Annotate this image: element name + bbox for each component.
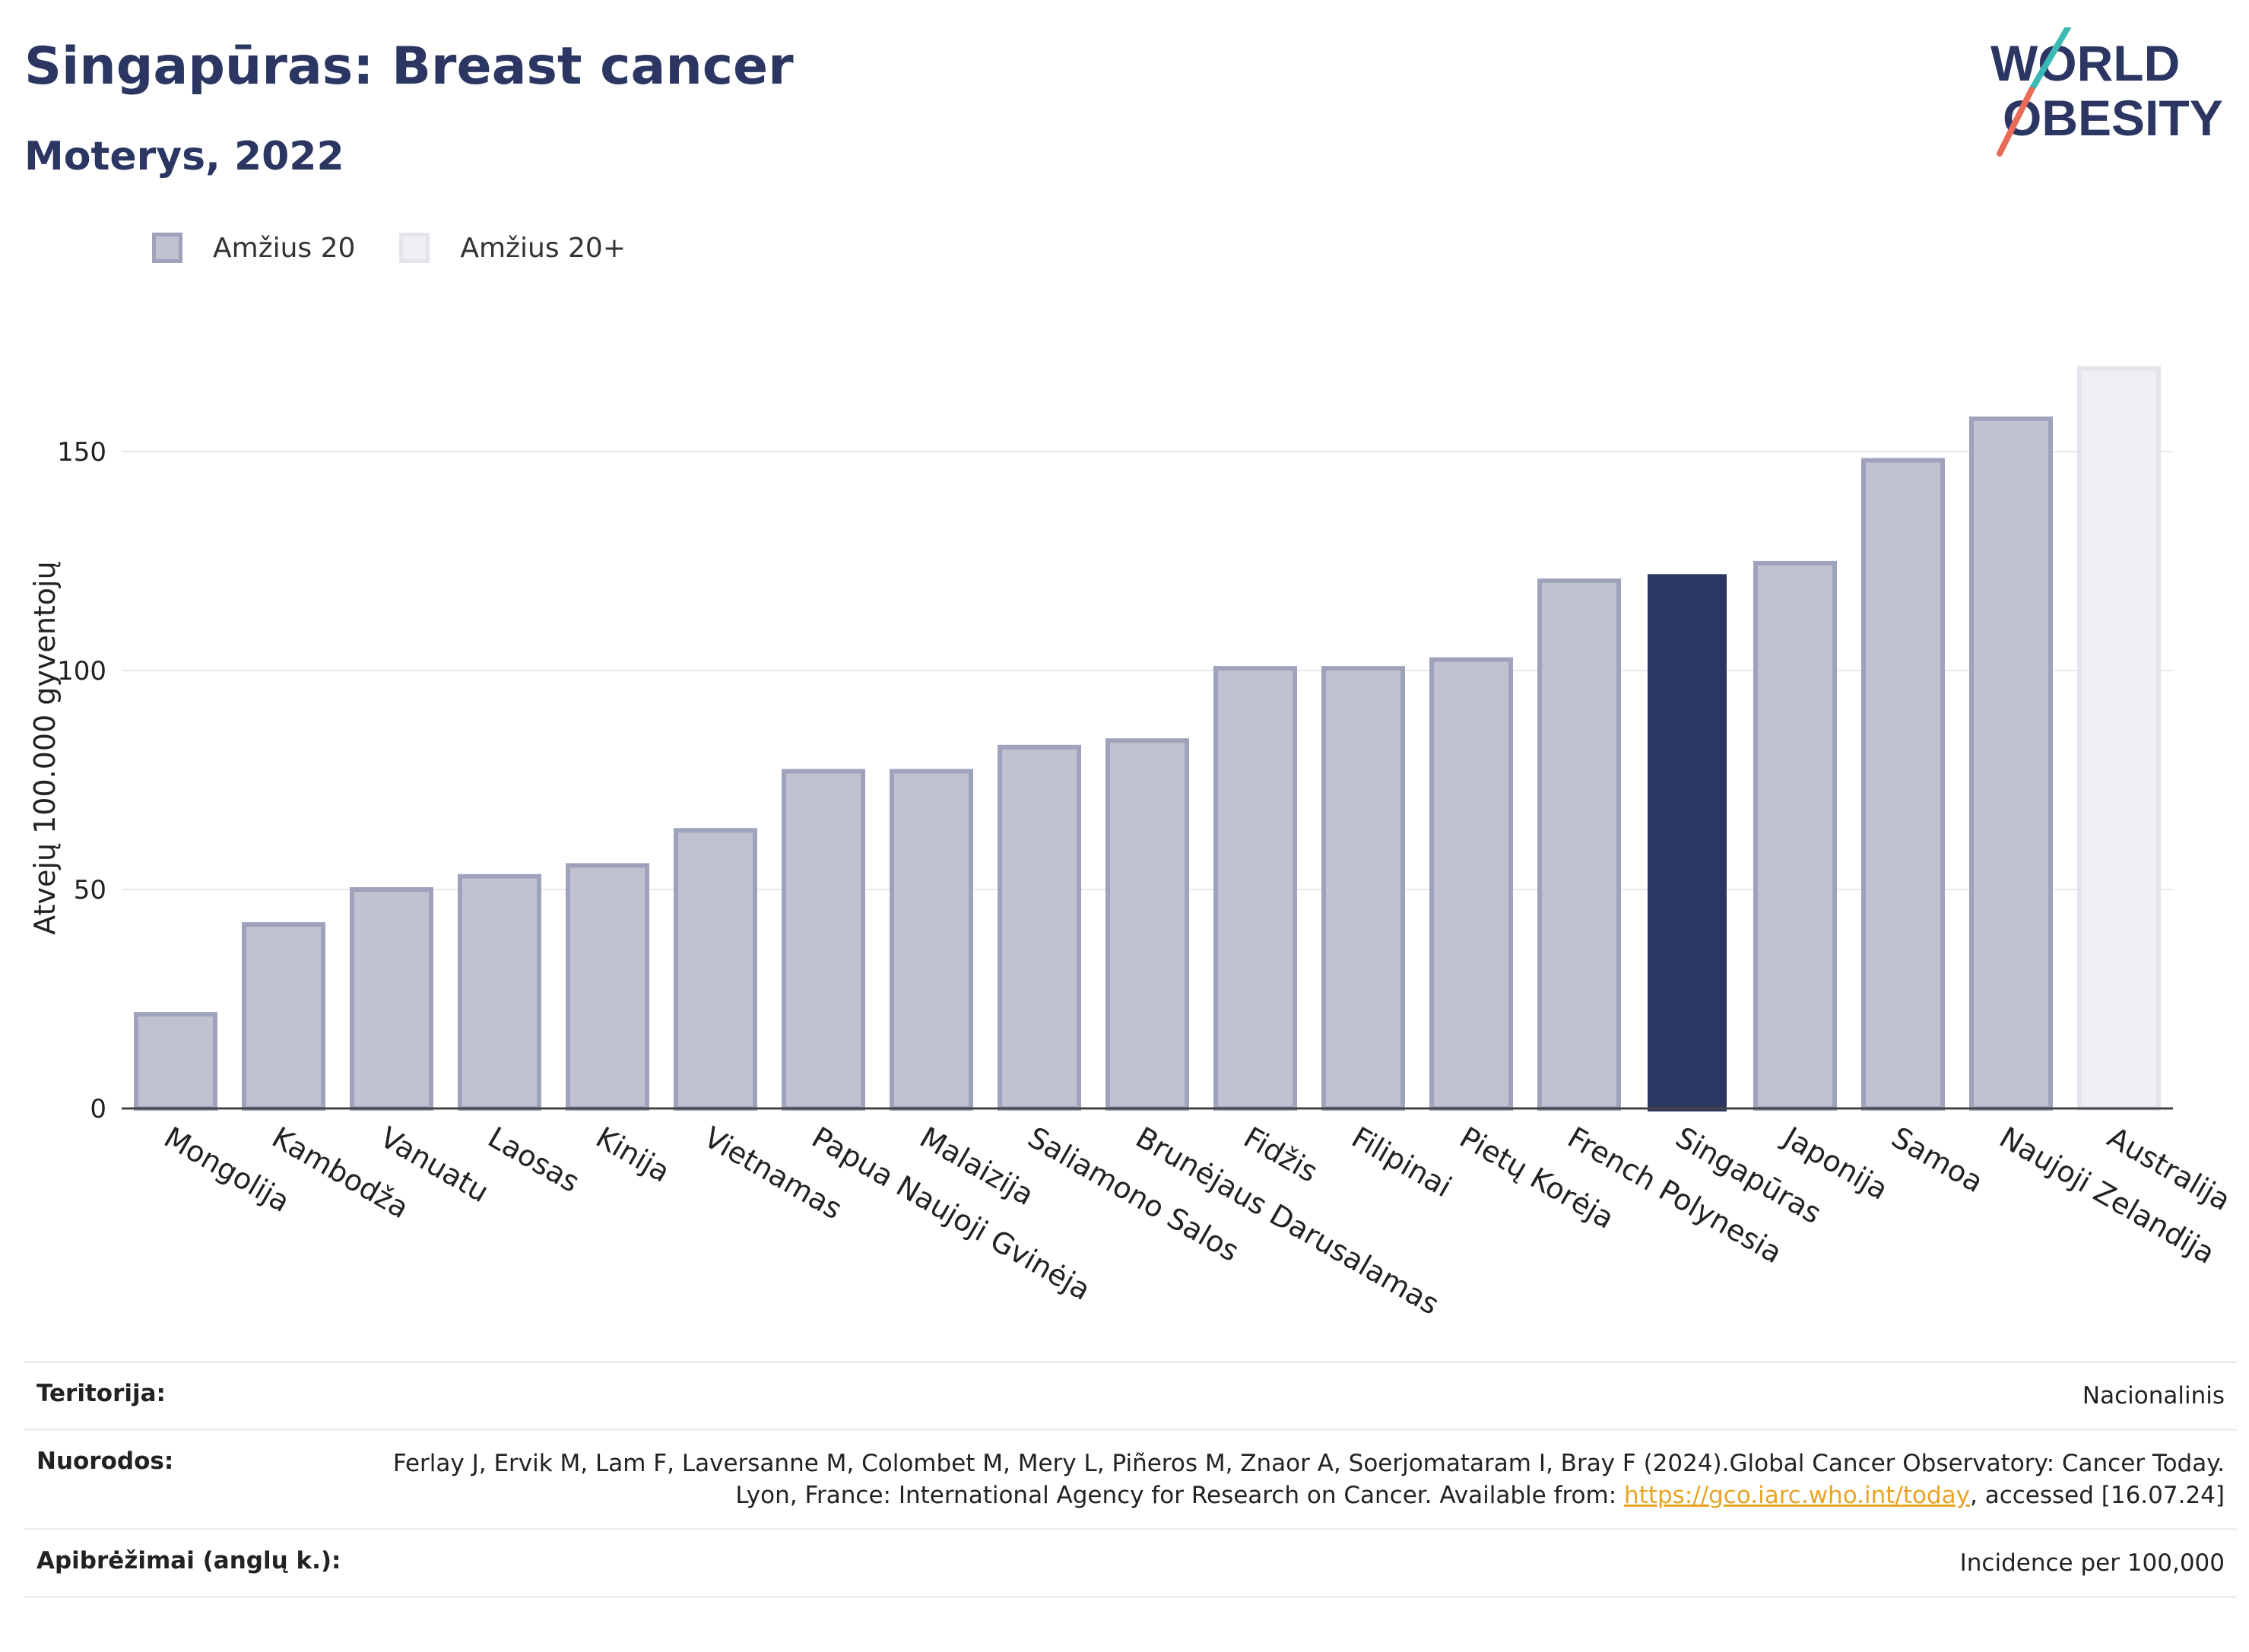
bar-laosas [458,874,541,1111]
bar-kinija [566,863,649,1111]
footer-row-territory: Teritorija: Nacionalinis [24,1361,2237,1428]
bar-vietnamas [674,828,757,1111]
y-tick-label: 50 [74,875,106,905]
bar-french-polynesia [1537,578,1621,1111]
bar-kambodža [242,922,325,1111]
x-tick-label: Kinija [591,1121,676,1189]
references-label: Nuorodos: [36,1447,174,1475]
bar-papua-naujoji-gvinėja [782,769,865,1111]
logo-line1: WORLD [1990,35,2180,91]
logo-line2: OBESITY [2003,90,2223,146]
definitions-label: Apibrėžimai (anglų k.): [36,1547,341,1574]
bar-singapūras [1648,574,1727,1111]
definitions-value: Incidence per 100,000 [1959,1549,2225,1577]
legend-swatch-age20 [152,233,182,263]
bar-brunėjaus-darusalamas [1105,738,1189,1111]
references-accessed: , accessed [16.07.24] [1969,1482,2225,1509]
bar-saliamono-salos [998,744,1081,1111]
bar-japonija [1753,560,1837,1111]
y-tick-label: 150 [57,437,106,468]
chart-title: Singapūras: Breast cancer [24,36,794,97]
legend-item-age20[interactable]: Amžius 20 [152,233,355,264]
x-tick-label: Laosas [483,1121,585,1199]
legend-label-age20plus: Amžius 20+ [460,232,626,264]
chart-legend: Amžius 20 Amžius 20+ [152,227,670,269]
x-tick-label: Samoa [1886,1121,1989,1200]
bar-naujoji-zelandija [1969,416,2053,1111]
y-tick-label: 100 [57,656,106,686]
bar-fidžis [1213,666,1297,1111]
chart-subtitle: Moterys, 2022 [24,134,344,179]
legend-item-age20plus[interactable]: Amžius 20+ [399,233,626,264]
bar-pietų-korėja [1429,657,1513,1111]
references-link[interactable]: https://gco.iarc.who.int/today [1624,1482,1970,1509]
x-tick-label: Fidžis [1239,1121,1324,1189]
bar-samoa [1861,458,1945,1111]
footer-row-definitions: Apibrėžimai (anglų k.): Incidence per 10… [24,1528,2237,1598]
territory-value: Nacionalinis [2082,1382,2225,1409]
x-tick-label: Filipinai [1347,1121,1458,1204]
bar-malaizija [890,769,973,1111]
footer-row-references: Nuorodos: Ferlay J, Ervik M, Lam F, Lave… [24,1428,2237,1528]
world-obesity-logo: WORLD OBESITY [1990,27,2223,157]
y-tick-label: 0 [90,1094,106,1124]
chart-footer: Teritorija: Nacionalinis Nuorodos: Ferla… [24,1361,2237,1598]
references-value: Ferlay J, Ervik M, Lam F, Laversanne M, … [324,1447,2225,1511]
bar-filipinai [1321,666,1405,1111]
legend-label-age20: Amžius 20 [213,232,356,264]
bar-australija [2077,366,2161,1111]
legend-swatch-age20plus [399,233,430,263]
bar-vanuatu [350,887,433,1111]
references-text: Ferlay J, Ervik M, Lam F, Laversanne M, … [392,1450,2225,1509]
y-axis-label: Atvejų 100.000 gyventojų [28,561,62,934]
bar-mongolija [134,1012,217,1111]
territory-label: Teritorija: [36,1380,166,1407]
